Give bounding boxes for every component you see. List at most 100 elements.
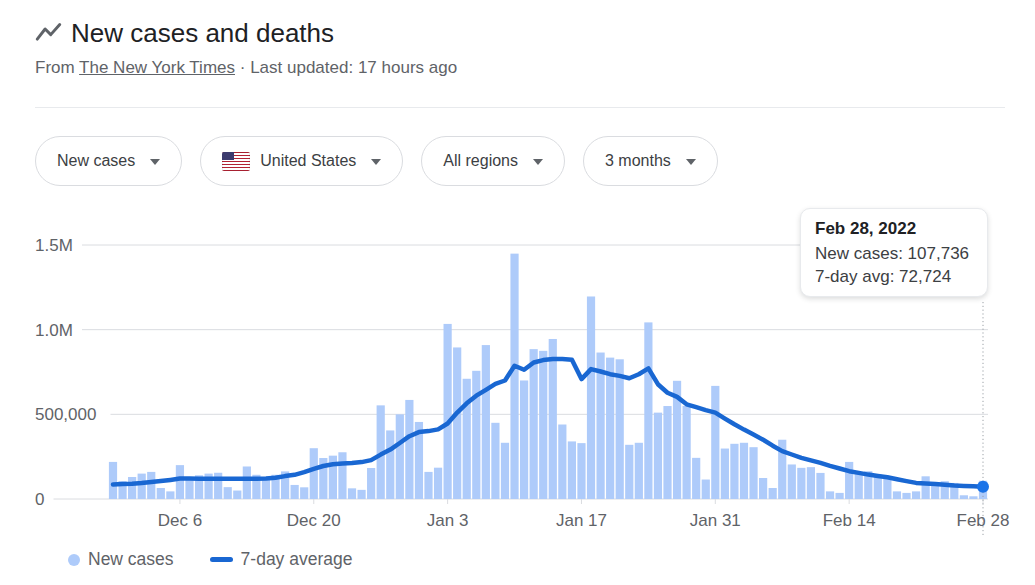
bar[interactable] [644, 322, 652, 499]
tooltip-avg: 7-day avg: 72,724 [815, 265, 973, 288]
bar[interactable] [510, 254, 518, 499]
y-axis-label: 0 [35, 490, 44, 509]
separator: · [240, 58, 246, 77]
source-line: From The New York Times · Last updated: … [35, 58, 457, 78]
bar[interactable] [912, 491, 920, 499]
bar[interactable] [147, 472, 155, 499]
bar[interactable] [291, 485, 299, 499]
bar[interactable] [367, 468, 375, 499]
page-title: New cases and deaths [71, 18, 334, 49]
bar[interactable] [109, 462, 117, 499]
bar[interactable] [310, 448, 318, 499]
bar[interactable] [520, 380, 528, 499]
x-axis-label: Jan 31 [690, 511, 741, 530]
bar[interactable] [788, 464, 796, 499]
last-updated: Last updated: 17 hours ago [250, 58, 457, 77]
bar[interactable] [730, 444, 738, 499]
bar[interactable] [491, 423, 499, 499]
chevron-down-icon [371, 159, 381, 165]
bar[interactable] [386, 430, 394, 499]
bar[interactable] [616, 359, 624, 499]
country-dropdown[interactable]: United States [200, 136, 403, 186]
bar[interactable] [702, 480, 710, 499]
bar[interactable] [482, 345, 490, 499]
chevron-down-icon [686, 159, 696, 165]
bar[interactable] [157, 488, 165, 499]
bar[interactable] [539, 351, 547, 499]
bar[interactable] [816, 473, 824, 499]
avg-line-swatch [210, 557, 233, 562]
bar[interactable] [960, 495, 968, 499]
bar[interactable] [835, 493, 843, 499]
bar[interactable] [530, 349, 538, 499]
bar[interactable] [338, 452, 346, 499]
x-axis-label: Feb 14 [823, 511, 876, 530]
source-prefix: From [35, 58, 75, 77]
bar[interactable] [769, 488, 777, 499]
bar[interactable] [721, 449, 729, 499]
bar[interactable] [807, 467, 815, 499]
bar[interactable] [233, 491, 241, 499]
bar[interactable] [405, 400, 413, 499]
bar[interactable] [826, 491, 834, 499]
us-flag-icon [222, 152, 250, 171]
bar[interactable] [424, 472, 432, 499]
metric-dropdown[interactable]: New cases [35, 136, 182, 186]
bar[interactable] [635, 443, 643, 499]
bar[interactable] [759, 478, 767, 499]
bar[interactable] [138, 474, 146, 499]
bar[interactable] [902, 493, 910, 499]
x-axis-label: Jan 17 [556, 511, 607, 530]
bar[interactable] [463, 379, 471, 499]
bar[interactable] [893, 491, 901, 499]
bar[interactable] [740, 443, 748, 499]
x-axis-label: Dec 20 [287, 511, 341, 530]
bar[interactable] [501, 443, 509, 499]
bar[interactable] [558, 424, 566, 499]
bar[interactable] [969, 496, 977, 499]
bar[interactable] [176, 465, 184, 499]
bar[interactable] [568, 441, 576, 499]
bar[interactable] [128, 477, 136, 499]
bar[interactable] [922, 476, 930, 499]
bar[interactable] [300, 487, 308, 499]
y-axis-label: 1.5M [35, 236, 73, 255]
bar[interactable] [692, 458, 700, 499]
source-link[interactable]: The New York Times [79, 58, 235, 77]
marker-dot [977, 481, 989, 493]
bar[interactable] [444, 324, 452, 499]
bar[interactable] [357, 490, 365, 499]
region-dropdown-label: All regions [443, 152, 518, 170]
metric-dropdown-label: New cases [57, 152, 135, 170]
bar[interactable] [855, 473, 863, 499]
bar[interactable] [587, 296, 595, 499]
bar[interactable] [654, 413, 662, 499]
bar[interactable] [166, 491, 174, 499]
bar[interactable] [243, 466, 251, 499]
legend-avg: 7-day average [210, 549, 353, 570]
chart-legend: New cases 7-day average [68, 549, 352, 570]
bar[interactable] [606, 358, 614, 499]
bar[interactable] [625, 445, 633, 499]
bar[interactable] [749, 447, 757, 499]
bar[interactable] [549, 339, 557, 499]
legend-new-cases: New cases [68, 549, 174, 570]
widget-header: New cases and deaths [35, 18, 334, 49]
chevron-down-icon [150, 159, 160, 165]
bar[interactable] [845, 462, 853, 499]
bar[interactable] [348, 488, 356, 499]
bar[interactable] [396, 414, 404, 499]
timerange-dropdown[interactable]: 3 months [583, 136, 718, 186]
bar[interactable] [663, 406, 671, 499]
bar[interactable] [434, 468, 442, 499]
bar[interactable] [711, 386, 719, 499]
region-dropdown[interactable]: All regions [421, 136, 565, 186]
x-axis-label: Jan 3 [427, 511, 469, 530]
bar[interactable] [683, 406, 691, 499]
bar[interactable] [472, 371, 480, 499]
bar[interactable] [577, 443, 585, 499]
bar[interactable] [224, 487, 232, 499]
bar[interactable] [453, 347, 461, 499]
bar[interactable] [262, 478, 270, 499]
bar[interactable] [797, 468, 805, 499]
